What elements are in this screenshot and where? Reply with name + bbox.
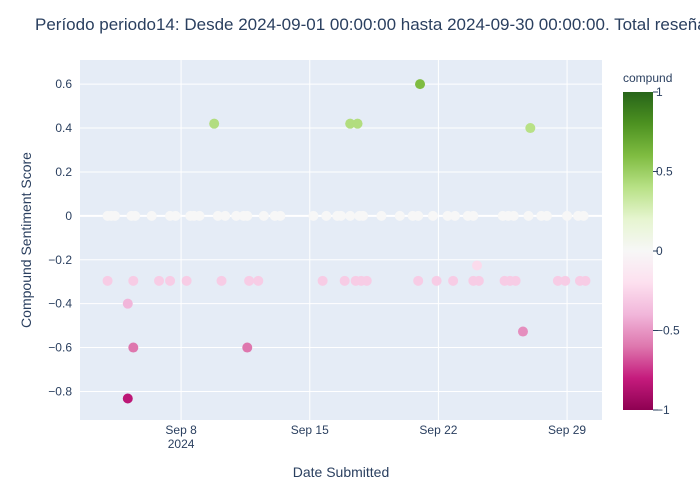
- data-point: [244, 275, 255, 286]
- data-point: [154, 275, 165, 286]
- data-point: [560, 275, 571, 286]
- data-point: [216, 275, 227, 286]
- colorbar-ticks: 1 0.5 0 −0.5 −1: [653, 85, 680, 417]
- data-point: [394, 210, 405, 221]
- data-point: [170, 210, 181, 221]
- data-point: [212, 210, 223, 221]
- y-tick-label: 0.6: [55, 77, 72, 91]
- data-point: [523, 210, 534, 221]
- data-point: [220, 210, 231, 221]
- data-point: [308, 210, 319, 221]
- data-point: [253, 275, 264, 286]
- data-point: [194, 210, 205, 221]
- data-point: [128, 275, 139, 286]
- plot-area: [80, 60, 602, 420]
- data-point: [415, 79, 426, 90]
- data-point: [109, 210, 120, 221]
- data-point: [413, 210, 424, 221]
- chart-title: Período periodo14: Desde 2024-09-01 00:0…: [35, 15, 700, 34]
- x-tick-label: Sep 15: [291, 423, 329, 437]
- x-tick-label: Sep 29: [548, 423, 586, 437]
- y-tick-label: 0: [65, 209, 72, 223]
- data-point: [473, 275, 484, 286]
- data-point: [231, 210, 242, 221]
- data-point: [102, 275, 113, 286]
- data-point: [242, 342, 253, 353]
- colorbar-tick-label: 0.5: [656, 165, 673, 179]
- colorbar-tick-label: 1: [656, 85, 663, 99]
- data-points: [102, 79, 591, 404]
- data-point: [431, 275, 442, 286]
- colorbar-tick-label: −0.5: [656, 324, 680, 338]
- x-axis-title: Date Submitted: [293, 464, 390, 480]
- data-point: [165, 275, 176, 286]
- data-point: [345, 210, 356, 221]
- y-axis-title: Compound Sentiment Score: [18, 152, 34, 328]
- data-point: [209, 118, 220, 129]
- y-tick-label: 0.4: [55, 121, 72, 135]
- x-tick-label: Sep 8: [165, 423, 197, 437]
- data-point: [578, 210, 589, 221]
- data-point: [472, 260, 483, 271]
- data-point: [181, 275, 192, 286]
- data-point: [317, 275, 328, 286]
- y-tick-label: −0.8: [48, 384, 72, 398]
- data-point: [336, 210, 346, 221]
- data-point: [128, 342, 139, 353]
- data-point: [413, 275, 424, 286]
- data-point: [468, 210, 479, 221]
- data-point: [552, 275, 563, 286]
- data-point: [258, 210, 269, 221]
- data-point: [352, 118, 363, 129]
- data-point: [541, 210, 552, 221]
- data-point: [427, 210, 438, 221]
- colorbar-title: compund: [623, 71, 672, 85]
- colorbar: [623, 92, 653, 410]
- y-tick-label: −0.4: [48, 297, 72, 311]
- data-point: [146, 210, 157, 221]
- data-point: [275, 210, 286, 221]
- colorbar-tick-label: 0: [656, 244, 663, 258]
- data-point: [442, 210, 453, 221]
- data-point: [525, 123, 536, 134]
- data-point: [122, 393, 133, 404]
- y-tick-label: −0.6: [48, 341, 72, 355]
- data-point: [517, 326, 528, 337]
- colorbar-tick-label: −1: [656, 403, 670, 417]
- y-tick-label: 0.2: [55, 165, 72, 179]
- data-point: [339, 275, 350, 286]
- y-axis-ticks: −0.8 −0.6 −0.4 −0.2 0 0.2 0.4 0.6: [48, 77, 72, 398]
- data-point: [345, 118, 356, 129]
- data-point: [242, 210, 253, 221]
- data-point: [361, 275, 372, 286]
- data-point: [130, 210, 141, 221]
- data-point: [562, 210, 573, 221]
- data-point: [321, 210, 332, 221]
- x-tick-sublabel: 2024: [168, 437, 195, 451]
- data-point: [358, 210, 369, 221]
- data-point: [508, 210, 519, 221]
- data-point: [510, 275, 521, 286]
- x-tick-label: Sep 22: [419, 423, 457, 437]
- data-point: [376, 210, 387, 221]
- data-point: [449, 210, 460, 221]
- data-point: [580, 275, 591, 286]
- data-point: [448, 275, 459, 286]
- data-point: [122, 298, 133, 309]
- y-tick-label: −0.2: [48, 253, 72, 267]
